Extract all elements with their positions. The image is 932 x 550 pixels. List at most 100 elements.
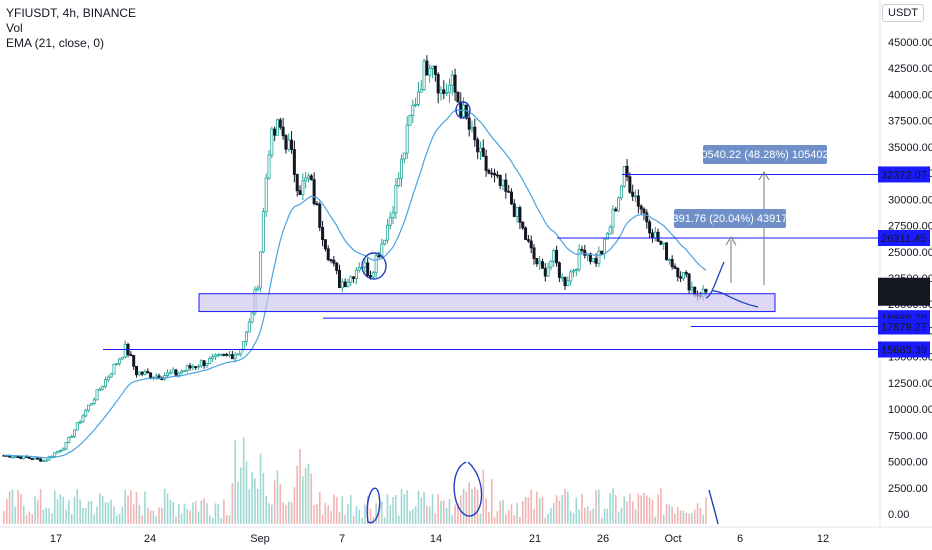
drawn-circle-ema-touch[interactable] [361,252,387,280]
volume-bar [104,502,107,524]
price-axis-tick: 7500.00 [888,430,928,442]
ema-indicator-label[interactable]: EMA (21, close, 0) [6,36,105,50]
candle-body [684,272,688,275]
volume-bar [217,504,220,524]
candle-body [315,203,319,206]
candle-body [473,126,477,141]
candle-body [81,415,85,423]
candle-body [377,255,381,258]
time-axis-tick: Oct [664,533,681,545]
volume-bar [59,494,62,524]
drawn-projection-down[interactable] [711,290,759,308]
volume-bar [482,469,485,524]
symbol-line[interactable]: YFIUSDT, 4h, BINANCE [6,6,137,20]
volume-bar [496,511,499,524]
volume-bar [648,497,651,524]
candle-body [605,233,609,240]
level-price-label: 15683.39 [881,344,927,356]
volume-bar [643,492,645,524]
candle-body [295,174,299,192]
candle-body [478,147,482,153]
volume-bar [516,503,518,524]
volume-bar [138,504,141,524]
candle-body [87,404,91,411]
volume-bar [285,504,287,524]
volume-bar [403,494,406,524]
volume-bar [245,461,248,524]
candle-body [225,354,229,356]
candle-body [154,375,158,378]
volume-bar [479,513,482,524]
drawn-loop-volume-2[interactable] [453,461,483,517]
candle-body [650,232,654,239]
volume-bar [614,495,617,524]
volume-bar [581,494,583,524]
volume-bar [228,515,231,524]
candle-body [470,126,474,130]
measure-box-short[interactable] [674,209,786,228]
volume-bar [53,490,56,524]
support-zone[interactable] [198,293,776,313]
candle-body [704,288,708,293]
candle-body [507,190,511,193]
candle-body [495,174,499,177]
volume-bar [237,481,239,524]
volume-bar [121,506,124,524]
measure-box-long[interactable] [703,145,827,164]
candle-body [552,250,556,262]
candle-body [182,370,186,372]
candle-body [267,154,271,179]
candle-body [681,272,685,279]
candle-body [10,456,14,459]
volume-bar [146,507,149,524]
candle-body [191,366,195,369]
drawn-loop-volume-1[interactable] [366,487,381,524]
volume-bar [645,495,648,524]
candle-body [273,128,277,136]
volume-bar [82,507,84,524]
candle-body [459,101,463,117]
candle-body [301,180,305,195]
volume-bar [547,514,549,524]
volume-bar [209,515,211,524]
candle-body [670,259,674,267]
candle-body [402,152,406,160]
candle-body [366,262,370,276]
volume-bar [335,497,338,524]
volume-bar [372,517,375,524]
volume-bar [45,507,48,524]
volume-bar [620,507,623,524]
drawn-circle-peak[interactable] [455,101,471,119]
volume-bar [242,437,245,524]
candle-body [679,276,683,279]
candle-body [236,353,240,356]
candle-body [462,104,466,117]
volume-bar [555,495,558,524]
candle-body [13,456,17,459]
candle-body [47,456,51,461]
volume-bar [11,489,14,524]
candle-body [481,147,485,157]
candle-body [304,177,308,182]
drawn-stroke-volume-3[interactable] [708,489,719,525]
candle-body [563,276,567,287]
level-price-tag [878,341,930,358]
candle-body [84,409,88,417]
candle-body [540,261,544,269]
volume-bar [113,506,115,524]
currency-button[interactable]: USDT [882,4,924,22]
candle-body [397,178,401,187]
volume-bar [51,513,53,524]
candle-body [659,240,663,245]
volume-bar [203,498,205,524]
ema-line [4,109,707,459]
volume-indicator-label[interactable]: Vol [6,21,23,35]
candle-body [197,365,201,368]
drawn-projection-up[interactable] [705,261,725,299]
volume-bar [107,502,110,524]
candle-body [53,452,57,457]
volume-bar [623,496,626,524]
candle-body [101,386,105,390]
candle-body [61,448,65,451]
